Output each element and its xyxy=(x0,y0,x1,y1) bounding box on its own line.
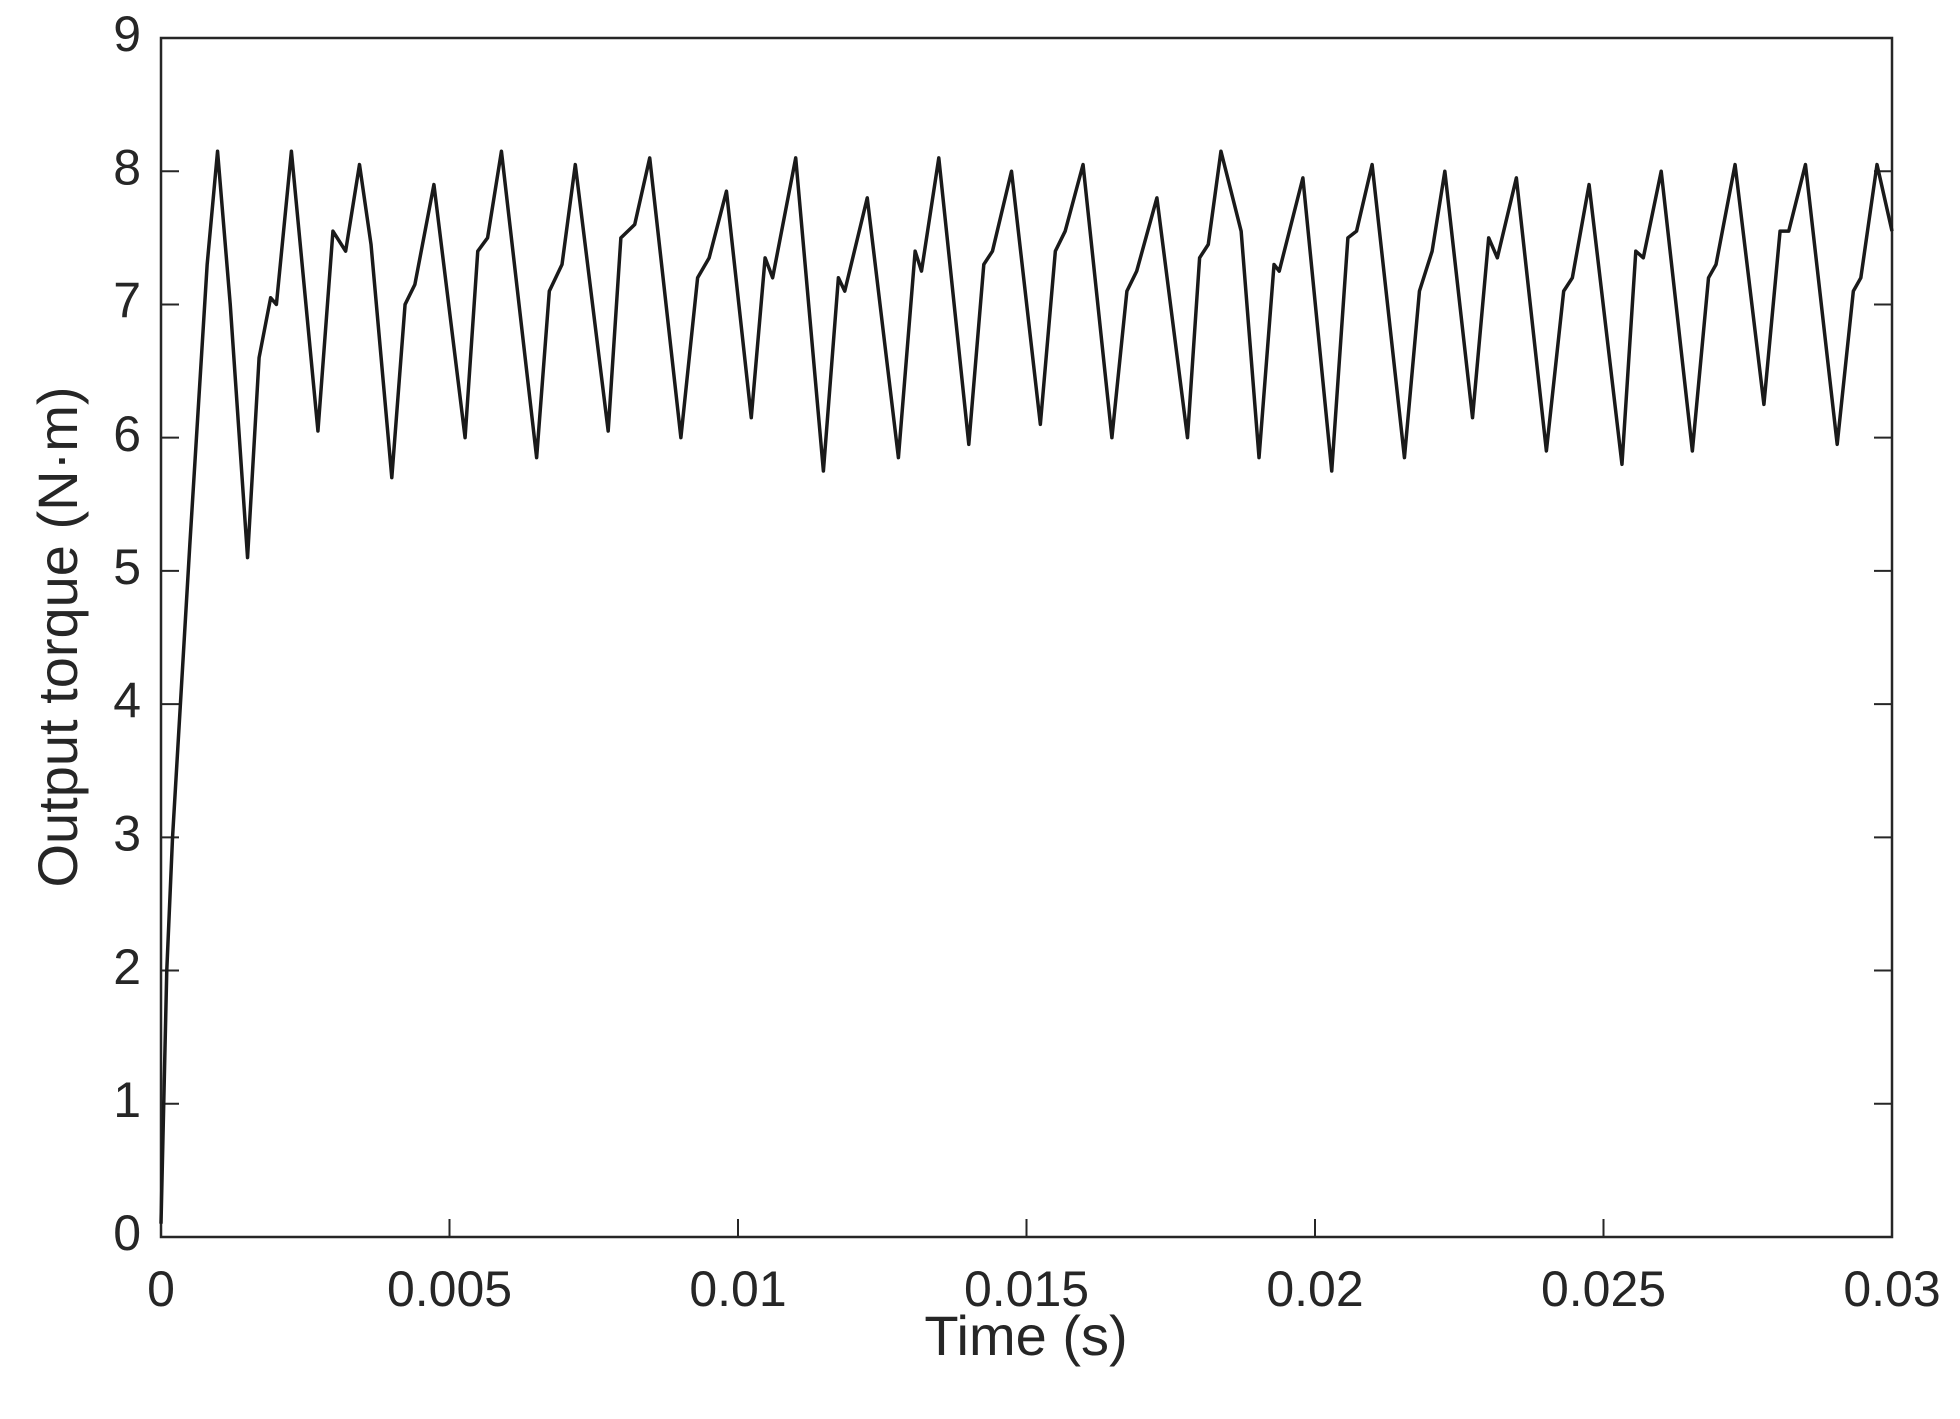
y-tick-label: 8 xyxy=(113,139,141,195)
y-tick-label: 0 xyxy=(113,1205,141,1261)
y-tick-label: 3 xyxy=(113,806,141,862)
x-tick-label: 0.015 xyxy=(964,1261,1089,1317)
y-tick-label: 7 xyxy=(113,273,141,329)
y-axis-label: Output torque (N·m) xyxy=(26,386,89,887)
y-tick-label: 2 xyxy=(113,939,141,995)
x-tick-label: 0.025 xyxy=(1541,1261,1666,1317)
x-tick-label: 0.02 xyxy=(1266,1261,1363,1317)
x-axis-label: Time (s) xyxy=(924,1304,1127,1367)
x-tick-label: 0.03 xyxy=(1843,1261,1940,1317)
x-tick-label: 0 xyxy=(147,1261,175,1317)
y-tick-label: 9 xyxy=(113,6,141,62)
x-tick-label: 0.005 xyxy=(387,1261,512,1317)
y-tick-label: 6 xyxy=(113,406,141,462)
plot-frame xyxy=(159,36,1894,1239)
y-tick-label: 1 xyxy=(113,1072,141,1128)
y-tick-label: 4 xyxy=(113,672,141,728)
y-tick-label: 5 xyxy=(113,539,141,595)
x-tick-label: 0.01 xyxy=(689,1261,786,1317)
torque-line xyxy=(159,149,1894,1224)
